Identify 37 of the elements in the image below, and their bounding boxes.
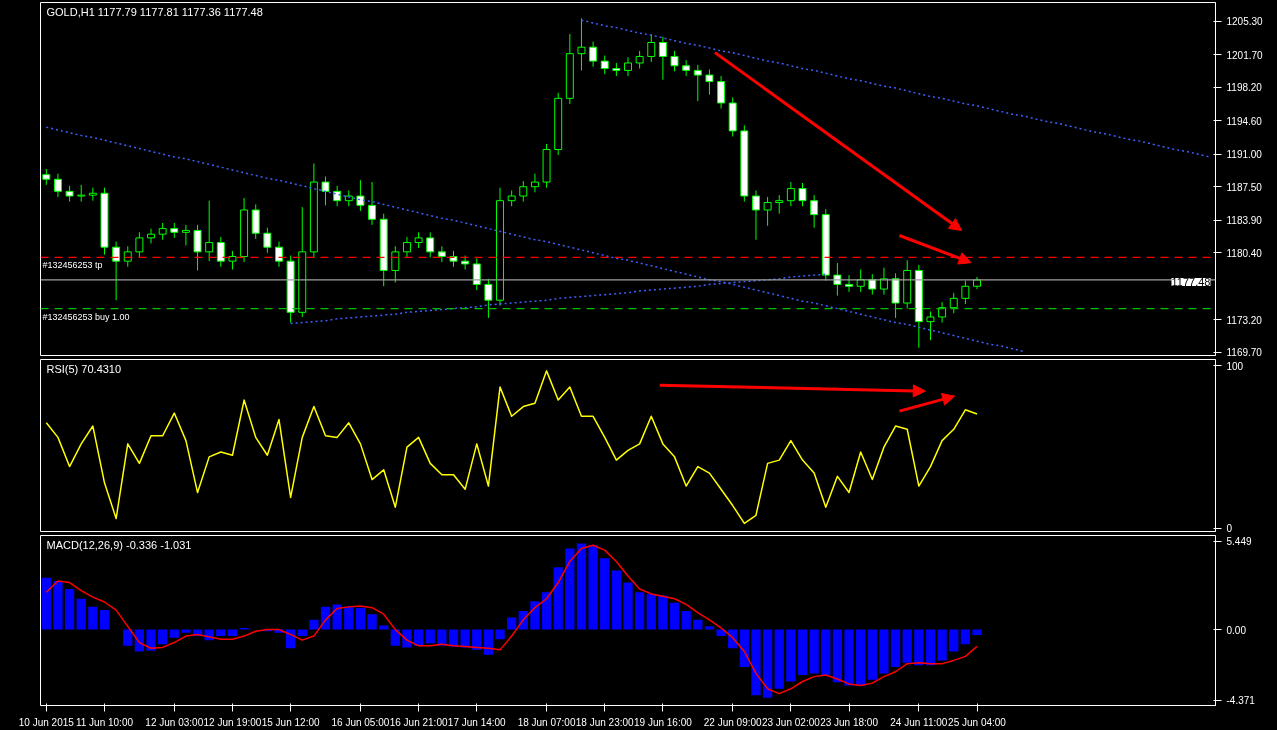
x-tick-label: 23 Jun 02:00 [761, 716, 821, 728]
y-tick-label: 1191.00 [1226, 149, 1263, 161]
y-tick-label: 1194.60 [1226, 115, 1263, 127]
y-tick-label: 1205.30 [1226, 16, 1264, 28]
y-tick-label: 1183.90 [1226, 215, 1263, 227]
y-tick-label: 1180.40 [1226, 247, 1263, 259]
x-tick-label: 15 Jun 12:00 [261, 716, 320, 728]
ref-line-label: #132456253 tp [42, 260, 103, 271]
chart-title: GOLD,H1 1177.79 1177.81 1177.36 1177.48 [46, 5, 263, 18]
x-tick-label: 18 Jun 07:00 [517, 716, 576, 728]
y-tick-label: 0.00 [1226, 624, 1247, 636]
x-tick-label: 16 Jun 05:00 [331, 716, 390, 728]
y-tick-label: 0 [1226, 523, 1233, 535]
y-tick-label: 1201.70 [1226, 49, 1264, 61]
y-tick-label: 1187.50 [1226, 181, 1263, 193]
x-tick-label: 22 Jun 09:00 [703, 716, 763, 728]
x-tick-label: 10 Jun 2015 [18, 716, 75, 728]
x-tick-label: 18 Jun 23:00 [575, 716, 635, 728]
x-tick-label: 19 Jun 16:00 [633, 716, 693, 728]
chart-title: MACD(12,26,9) -0.336 -1.031 [46, 538, 192, 551]
y-tick-label: 100 [1226, 360, 1244, 372]
x-tick-label: 12 Jun 03:00 [145, 716, 204, 728]
y-tick-label: 5.449 [1226, 536, 1252, 548]
y-tick-label: 1173.20 [1226, 314, 1263, 326]
x-tick-label: 25 Jun 04:00 [948, 716, 1007, 728]
y-tick-label: 1198.20 [1226, 82, 1263, 94]
ref-line-label: #132456253 buy 1.00 [42, 311, 130, 322]
chart-title: RSI(5) 70.4310 [46, 362, 122, 375]
x-tick-label: 12 Jun 19:00 [203, 716, 262, 728]
x-tick-label: 16 Jun 21:00 [389, 716, 448, 728]
x-tick-label: 11 Jun 10:00 [75, 716, 134, 728]
x-tick-label: 23 Jun 18:00 [820, 716, 879, 728]
y-tick-label: -4.371 [1226, 695, 1256, 707]
y-tick-label: 1169.70 [1226, 347, 1263, 359]
x-tick-label: 24 Jun 11:00 [890, 716, 948, 728]
ref-line-label: 1177.48 [1171, 275, 1211, 288]
x-tick-label: 17 Jun 14:00 [447, 716, 507, 728]
